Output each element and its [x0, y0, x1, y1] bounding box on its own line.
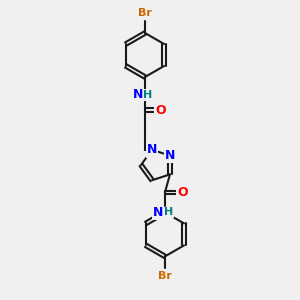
Text: N: N: [133, 88, 143, 101]
Text: H: H: [164, 207, 174, 218]
Text: N: N: [153, 206, 163, 219]
Text: N: N: [147, 143, 157, 156]
Text: O: O: [178, 186, 188, 199]
Text: Br: Br: [138, 8, 152, 18]
Text: N: N: [165, 149, 175, 162]
Text: O: O: [156, 103, 166, 116]
Text: H: H: [143, 90, 153, 100]
Text: Br: Br: [158, 272, 172, 281]
